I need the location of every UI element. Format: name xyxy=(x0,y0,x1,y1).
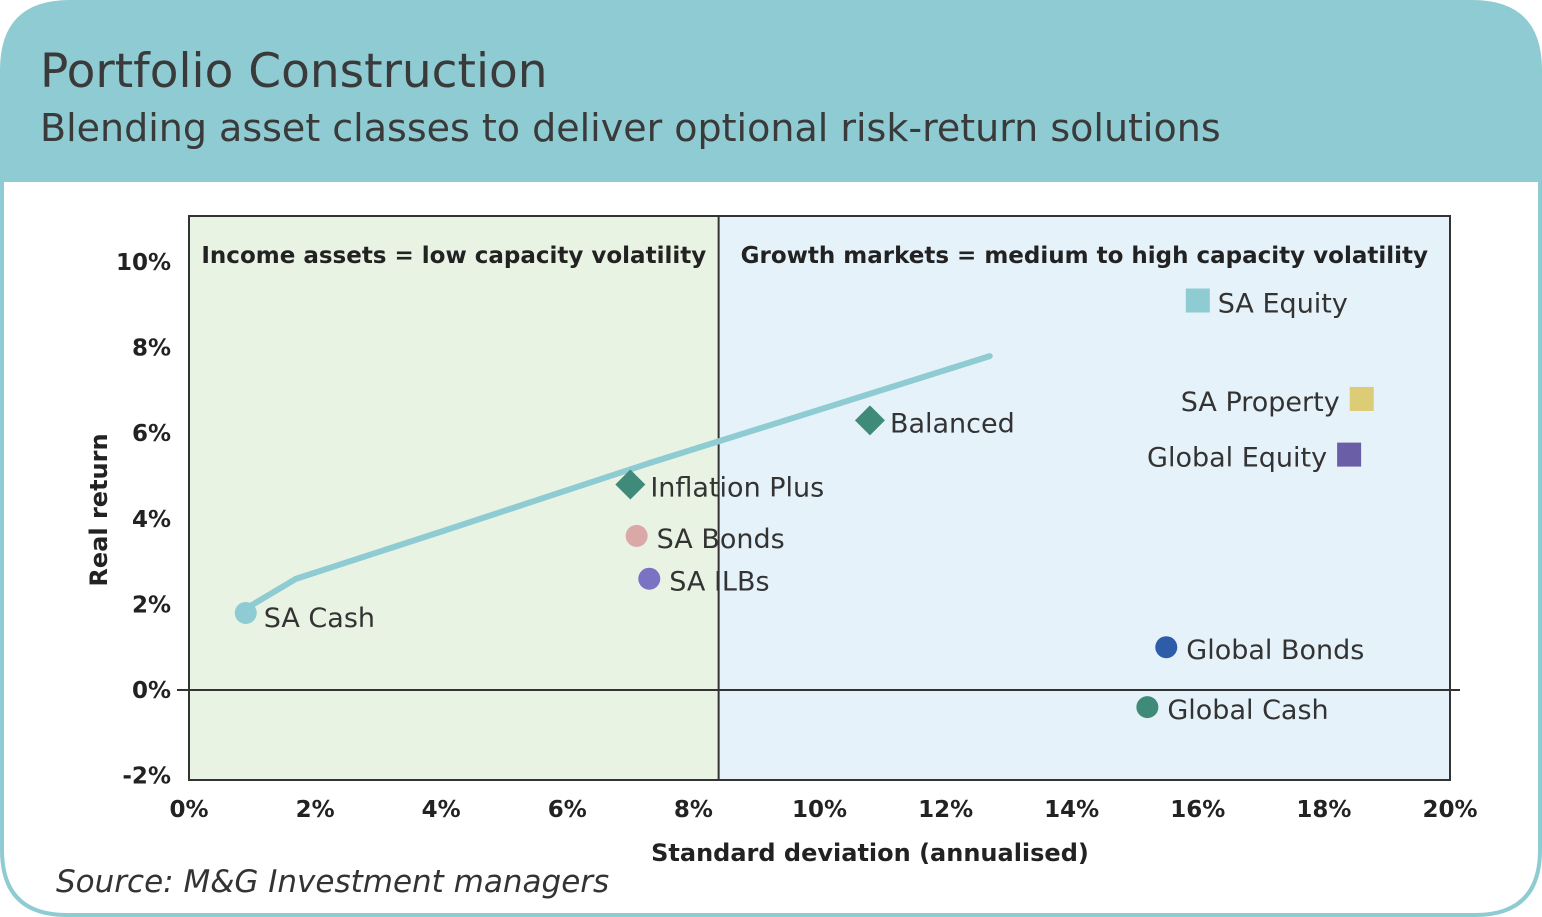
point-label-sa-cash: SA Cash xyxy=(264,603,375,634)
zone-income xyxy=(189,216,719,780)
point-label-global-bonds: Global Bonds xyxy=(1186,635,1364,666)
plot-frame xyxy=(188,215,1451,781)
point-label-inflation-plus: Inflation Plus xyxy=(650,473,824,504)
page-title: Portfolio Construction xyxy=(40,44,548,99)
y-tick-label: 10% xyxy=(116,250,171,276)
y-tick-label: 0% xyxy=(132,678,171,704)
point-sa-property xyxy=(1349,386,1374,411)
x-tick-label: 18% xyxy=(1296,797,1351,823)
point-label-sa-bonds: SA Bonds xyxy=(657,524,785,555)
page-subtitle: Blending asset classes to deliver option… xyxy=(40,106,1221,150)
x-tick-label: 20% xyxy=(1422,797,1477,823)
efficient-frontier-line xyxy=(242,353,993,612)
x-tick-label: 4% xyxy=(422,797,461,823)
y-tick-label: 4% xyxy=(132,507,171,533)
x-tick-label: 14% xyxy=(1044,797,1099,823)
point-label-global-cash: Global Cash xyxy=(1167,695,1328,726)
zone-label-income: Income assets = low capacity volatility xyxy=(201,243,706,269)
point-global-cash xyxy=(1136,696,1159,719)
point-label-sa-ilbs: SA ILBs xyxy=(669,567,769,598)
point-sa-equity xyxy=(1185,288,1210,313)
source-note: Source: M&G Investment managers xyxy=(56,864,610,900)
point-sa-ilbs xyxy=(638,567,661,590)
y-tick-label: -2% xyxy=(122,764,171,790)
point-inflation-plus xyxy=(615,469,646,500)
header: Portfolio Construction Blending asset cl… xyxy=(40,48,1221,147)
y-tick-label: 2% xyxy=(132,592,171,618)
y-tick-label: 6% xyxy=(132,421,171,447)
point-sa-cash xyxy=(234,601,257,624)
point-label-balanced: Balanced xyxy=(890,408,1015,439)
x-tick-label: 10% xyxy=(792,797,847,823)
x-tick-label: 8% xyxy=(674,797,713,823)
y-axis-label: Real return xyxy=(85,433,113,586)
x-axis-label: Standard deviation (annualised) xyxy=(651,839,1089,867)
x-tick-label: 0% xyxy=(169,797,208,823)
point-global-equity xyxy=(1337,442,1362,467)
point-sa-bonds xyxy=(625,524,648,547)
zone-label-growth: Growth markets = medium to high capacity… xyxy=(741,243,1428,269)
point-global-bonds xyxy=(1155,636,1178,659)
point-balanced xyxy=(854,405,885,436)
x-tick-label: 16% xyxy=(1170,797,1225,823)
x-tick-label: 2% xyxy=(296,797,335,823)
frontier-layer xyxy=(242,353,993,612)
point-label-sa-property: SA Property xyxy=(1181,387,1340,418)
point-label-sa-equity: SA Equity xyxy=(1218,289,1348,320)
axes-layer: 0% 2% 4% 6% 8% 10% 12% 14% 16% 18% 20% -2% 0% 2% 4% 6% 8… xyxy=(116,215,1478,823)
header-band xyxy=(2,2,1540,182)
zone-growth xyxy=(718,216,1450,780)
x-tick-label: 12% xyxy=(918,797,973,823)
point-label-global-equity: Global Equity xyxy=(1147,443,1327,474)
points-layer: SA Cash Inflation Plus SA Bonds SA ILBs Bala… xyxy=(234,288,1374,726)
y-tick-label: 8% xyxy=(132,336,171,362)
x-tick-label: 6% xyxy=(548,797,587,823)
